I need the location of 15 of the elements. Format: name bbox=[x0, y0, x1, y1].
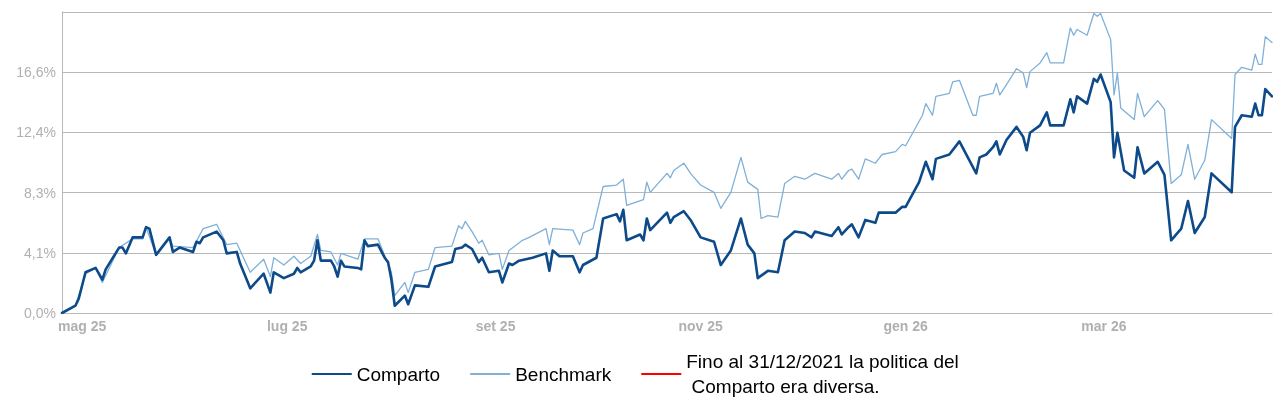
y-tick-label: 12,4% bbox=[16, 124, 56, 141]
x-tick-label: mag 25 bbox=[58, 318, 107, 334]
y-tick-label: 16,6% bbox=[16, 64, 56, 81]
line-series bbox=[60, 73, 1273, 315]
x-tick-label: lug 25 bbox=[266, 318, 308, 334]
legend-label: Benchmark bbox=[515, 363, 612, 385]
y-tick-label: 8,3% bbox=[24, 184, 56, 201]
x-tick-label: gen 26 bbox=[883, 318, 929, 334]
x-tick-label: mar 26 bbox=[1081, 318, 1127, 334]
x-tick-label: set 25 bbox=[475, 318, 516, 334]
y-tick-label: 4,1% bbox=[24, 244, 56, 261]
legend-label: Comparto bbox=[356, 363, 441, 385]
x-tick-label: nov 25 bbox=[678, 318, 723, 334]
y-tick-label: 0,0% bbox=[24, 305, 56, 321]
legend-label: Fino al 31/12/2021 la politica del Comparto era diversa. bbox=[686, 351, 959, 397]
